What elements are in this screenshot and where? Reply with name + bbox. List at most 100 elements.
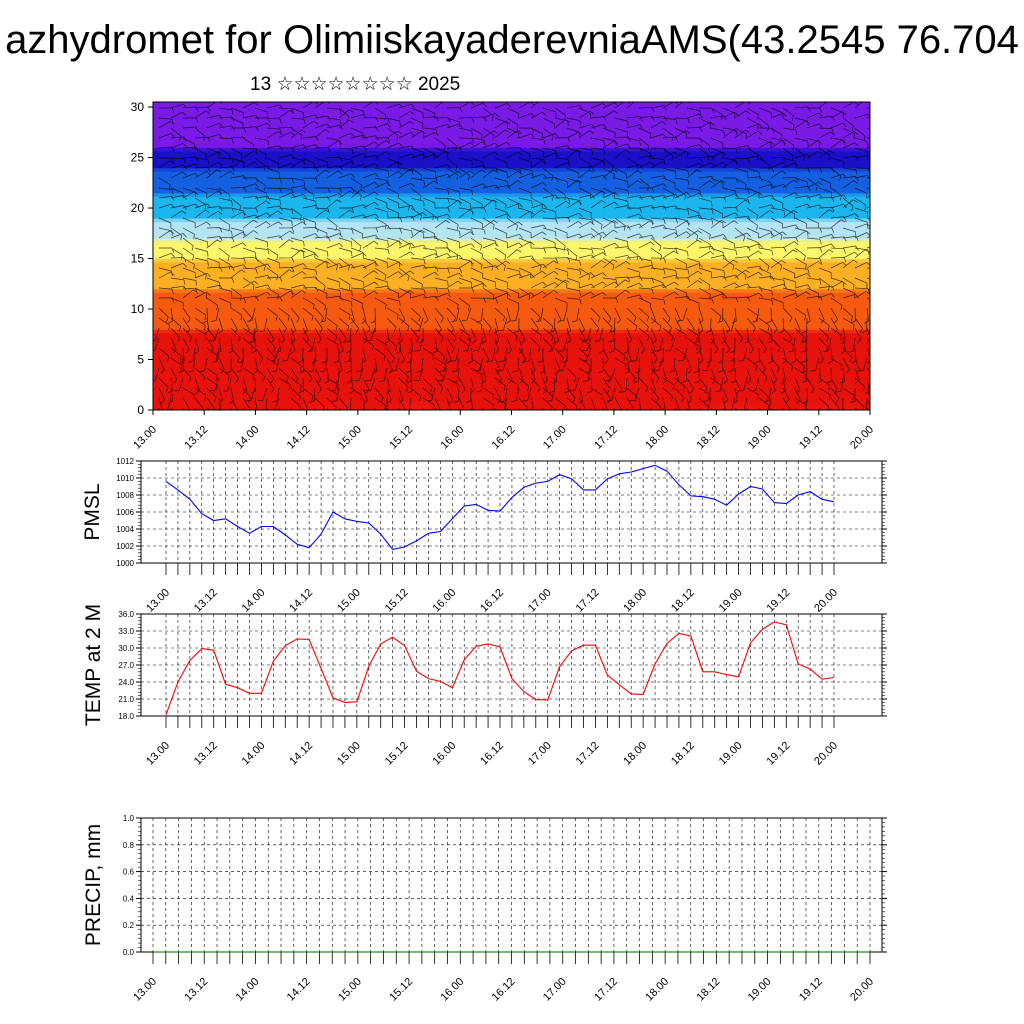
color-blend — [153, 214, 870, 223]
x-tick-label: 17.00 — [526, 740, 554, 768]
y-tick-label: 27.0 — [118, 661, 134, 670]
x-tick-label: 17.12 — [574, 740, 602, 768]
y-tick-label: 0.6 — [123, 868, 135, 877]
x-tick-label: 15.12 — [387, 424, 415, 452]
x-tick-label: 13.00 — [144, 587, 172, 615]
x-tick-label: 18.12 — [669, 587, 697, 615]
x-tick-label: 19.12 — [797, 976, 825, 1004]
series-line — [165, 464, 835, 551]
y-tick-label: 1008 — [116, 491, 134, 500]
x-tick-label: 13.00 — [131, 424, 159, 452]
y-tick-label: 1012 — [116, 457, 134, 466]
panel-frame — [140, 613, 883, 717]
x-tick-label: 18.00 — [643, 424, 671, 452]
x-tick-label: 20.00 — [848, 976, 876, 1004]
x-tick-label: 17.12 — [592, 424, 620, 452]
y-tick-label: 0 — [137, 403, 144, 417]
x-tick-label: 14.00 — [234, 424, 262, 452]
x-tick-label: 13.00 — [131, 976, 159, 1004]
y-tick-label: 0.0 — [123, 948, 135, 957]
x-tick-label: 16.12 — [478, 740, 506, 768]
x-tick-label: 17.00 — [541, 424, 569, 452]
x-tick-label: 13.12 — [192, 740, 220, 768]
y-tick-label: 33.0 — [118, 627, 134, 636]
y-tick-label: 0.4 — [123, 894, 135, 903]
x-tick-label: 14.12 — [287, 587, 315, 615]
x-tick-label: 20.00 — [812, 740, 840, 768]
x-tick-label: 18.12 — [669, 740, 697, 768]
x-tick-label: 13.12 — [182, 976, 210, 1004]
x-tick-label: 16.12 — [490, 976, 518, 1004]
panel-frame — [140, 460, 883, 564]
color-band — [153, 258, 870, 290]
x-tick-label: 14.12 — [285, 424, 313, 452]
y-tick-label: 1002 — [116, 542, 134, 551]
y-tick-label: 1004 — [116, 525, 134, 534]
x-tick-label: 13.12 — [192, 587, 220, 615]
y-tick-label: 15 — [131, 252, 145, 266]
x-tick-label: 15.12 — [383, 587, 411, 615]
grid-lines — [141, 817, 882, 953]
x-tick-label: 15.00 — [335, 740, 363, 768]
y-tick-label: 1006 — [116, 508, 134, 517]
wind-barbs — [153, 102, 870, 410]
y-axis-label: PMSL — [81, 483, 104, 540]
x-tick-label: 16.00 — [438, 976, 466, 1004]
x-tick-label: 13.00 — [144, 740, 172, 768]
x-tick-label: 14.12 — [285, 976, 313, 1004]
x-tick-label: 17.00 — [526, 587, 554, 615]
series-line — [165, 621, 835, 716]
y-tick-label: 36.0 — [118, 610, 134, 619]
x-tick-label: 16.00 — [430, 740, 458, 768]
y-tick-label: 21.0 — [118, 695, 134, 704]
y-tick-label: 30.0 — [118, 644, 134, 653]
cross-section-heatmap: 0 5 10 15 20 25 30 13.00 13.12 14.00 14.12 15.00 15.… — [131, 100, 876, 452]
x-tick-label: 15.00 — [336, 976, 364, 1004]
color-band — [153, 288, 870, 330]
y-axis-label: TEMP at 2 M — [82, 604, 105, 726]
x-tick-label: 19.12 — [797, 424, 825, 452]
x-tick-label: 19.00 — [717, 740, 745, 768]
x-tick-label: 19.00 — [717, 587, 745, 615]
precip-panel: 0.0 0.2 0.4 0.6 0.8 1.0 13.00 13.12 14.00 14.12 15… — [82, 814, 887, 1004]
color-band — [153, 218, 870, 239]
color-blend — [153, 188, 870, 197]
temp-panel: 18.0 21.0 24.0 27.0 30.0 33.0 36.0 13.00 13.12 14… — [82, 604, 887, 768]
y-tick-label: 25 — [131, 151, 145, 165]
y-tick-label: 0.2 — [123, 921, 135, 930]
color-blend — [153, 284, 870, 293]
y-tick-label: 5 — [137, 353, 144, 367]
x-tick-label: 19.12 — [764, 740, 792, 768]
y-tick-label: 30 — [131, 100, 145, 114]
wind-barb-paths — [153, 102, 870, 410]
y-tick-label: 1010 — [116, 474, 134, 483]
x-tick-label: 20.00 — [848, 424, 876, 452]
y-tick-label: 1.0 — [123, 814, 135, 823]
x-tick-label: 15.00 — [336, 424, 364, 452]
x-tick-label: 17.00 — [541, 976, 569, 1004]
color-blend — [153, 234, 870, 243]
x-tick-label: 14.00 — [240, 587, 268, 615]
color-band — [153, 147, 870, 169]
x-tick-label: 14.00 — [234, 976, 262, 1004]
y-tick-label: 0.8 — [123, 841, 135, 850]
x-tick-label: 13.12 — [182, 424, 210, 452]
x-tick-label: 15.00 — [335, 587, 363, 615]
x-tick-label: 18.12 — [695, 424, 723, 452]
y-tick-label: 10 — [131, 302, 145, 316]
x-tick-label: 17.12 — [592, 976, 620, 1004]
x-tick-label: 14.12 — [287, 740, 315, 768]
color-band — [153, 102, 870, 148]
x-tick-label: 17.12 — [574, 587, 602, 615]
chart-title: azhydromet for OlimiiskayaderevniaAMS(43… — [0, 14, 1024, 66]
color-blend — [153, 254, 870, 263]
x-tick-label: 19.00 — [746, 424, 774, 452]
grid-lines — [141, 460, 882, 564]
x-tick-label: 20.00 — [812, 587, 840, 615]
x-tick-label: 16.00 — [438, 424, 466, 452]
color-blend — [153, 163, 870, 172]
grid-lines — [141, 613, 882, 717]
chart-title-text: azhydromet for OlimiiskayaderevniaAMS(43… — [5, 18, 1019, 62]
pmsl-panel: 1000 1002 1004 1006 1008 1010 1012 13.00 13.12 14… — [81, 457, 887, 615]
